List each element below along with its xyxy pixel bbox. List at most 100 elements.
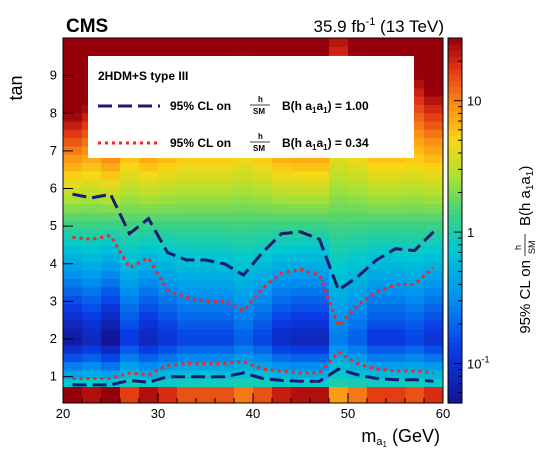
heatmap-cell <box>348 187 368 197</box>
heatmap-cell <box>253 220 273 230</box>
heatmap-cell <box>234 220 254 230</box>
heatmap-cell <box>120 170 140 180</box>
heatmap-cell <box>101 228 121 238</box>
heatmap-cell <box>158 46 178 56</box>
heatmap-cell <box>367 311 387 321</box>
heatmap-cell <box>253 38 273 47</box>
heatmap-cell <box>158 378 178 388</box>
heatmap-cell <box>424 261 443 271</box>
color-scale-segment <box>448 293 462 301</box>
heatmap-cell <box>234 386 254 396</box>
heatmap-cell <box>405 295 425 305</box>
heatmap-cell <box>348 212 368 222</box>
heatmap-cell <box>82 228 102 238</box>
heatmap-cell <box>215 336 235 346</box>
heatmap-cell <box>82 361 102 371</box>
heatmap-cell <box>253 344 273 354</box>
z-tick-label: 1 <box>467 225 474 240</box>
heatmap-cell <box>329 386 349 396</box>
heatmap-cell <box>63 328 83 338</box>
heatmap-cell <box>272 154 292 164</box>
heatmap-cell <box>139 328 159 338</box>
heatmap-cell <box>215 220 235 230</box>
heatmap-cell <box>424 386 443 396</box>
heatmap-cell <box>177 336 197 346</box>
heatmap-cell <box>139 286 159 296</box>
heatmap-cell <box>158 353 178 363</box>
heatmap-cell <box>291 394 311 403</box>
heatmap-cell <box>367 245 387 255</box>
heatmap-cell <box>386 261 406 271</box>
x-tick-label: 60 <box>436 406 450 421</box>
heatmap-cell <box>405 320 425 329</box>
heatmap-cell <box>139 237 159 246</box>
heatmap-cell <box>291 278 311 288</box>
heatmap-cell <box>215 353 235 363</box>
heatmap-cell <box>139 46 159 56</box>
y-tick-label: 5 <box>50 218 57 233</box>
legend-entry-1: 95% CL on <box>170 99 231 113</box>
heatmap-cell <box>63 245 83 255</box>
heatmap-cell <box>177 228 197 238</box>
heatmap-cell <box>63 46 83 56</box>
heatmap-cell <box>405 303 425 313</box>
heatmap-cell <box>367 378 387 388</box>
heatmap-cell <box>329 328 349 338</box>
heatmap-cell <box>177 261 197 271</box>
heatmap-cell <box>215 328 235 338</box>
heatmap-cell <box>348 220 368 230</box>
heatmap-cell <box>215 378 235 388</box>
heatmap-cell <box>253 270 273 280</box>
heatmap-cell <box>101 261 121 271</box>
heatmap-cell <box>272 237 292 246</box>
heatmap-cell <box>120 361 140 371</box>
legend-entry-1-prefix: 95% CL on <box>170 99 231 113</box>
heatmap-cell <box>63 344 83 354</box>
color-scale-segment <box>448 98 462 106</box>
heatmap-cell <box>310 303 330 313</box>
heatmap-cell <box>196 295 216 305</box>
color-scale-segment <box>448 372 462 380</box>
color-scale-segment <box>448 354 462 362</box>
heatmap-cell <box>63 187 83 197</box>
heatmap-cell <box>291 286 311 296</box>
color-scale-segment <box>448 111 462 118</box>
heatmap-cell <box>367 320 387 329</box>
heatmap-cell <box>291 162 311 172</box>
heatmap-cell <box>329 336 349 346</box>
heatmap-cell <box>101 295 121 305</box>
heatmap-cell <box>158 328 178 338</box>
heatmap-cell <box>177 394 197 403</box>
heatmap-cell <box>424 328 443 338</box>
heatmap-cell <box>348 320 368 329</box>
heatmap-cell <box>82 328 102 338</box>
heatmap-cell <box>215 38 235 47</box>
heatmap-cell <box>158 245 178 255</box>
heatmap-cell <box>158 203 178 213</box>
heatmap-cell <box>139 295 159 305</box>
heatmap-cell <box>139 303 159 313</box>
heatmap-cell <box>386 170 406 180</box>
heatmap-cell <box>196 195 216 205</box>
heatmap-cell <box>196 386 216 396</box>
color-scale-segment <box>448 44 462 51</box>
heatmap-cell <box>158 369 178 379</box>
heatmap-cell <box>424 344 443 354</box>
heatmap-cell <box>215 203 235 213</box>
heatmap-cell <box>120 278 140 288</box>
heatmap-cell <box>63 137 83 147</box>
heatmap-cell <box>120 220 140 230</box>
heatmap-cell <box>101 187 121 197</box>
heatmap-cell <box>234 353 254 363</box>
heatmap-cell <box>272 220 292 230</box>
heatmap-cell <box>234 378 254 388</box>
heatmap-cell <box>424 278 443 288</box>
limit-curves <box>72 192 435 387</box>
heatmap-cell <box>405 212 425 222</box>
heatmap-cell <box>329 195 349 205</box>
heatmap-cell <box>272 320 292 329</box>
heatmap-cell <box>253 237 273 246</box>
heatmap-cell <box>234 320 254 329</box>
heatmap-cell <box>253 187 273 197</box>
heatmap-cell <box>196 336 216 346</box>
